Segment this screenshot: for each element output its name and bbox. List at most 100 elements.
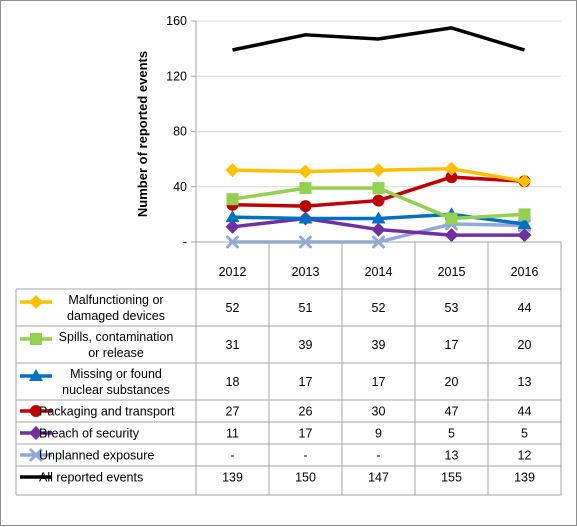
table-cell-value: 139 [514,471,535,485]
y-tick-labels: - 40 80 120 160 [166,14,187,249]
data-point [298,164,313,179]
x-category-label: 2015 [438,265,466,279]
series-breach-of-security [225,211,532,243]
table-cell-value: 5 [448,427,455,441]
y-tick-label: 80 [173,125,187,139]
data-point [445,212,458,225]
y-tick-label: 160 [166,14,187,28]
data-point [298,211,313,224]
legend-key [20,295,52,309]
legend-label: Breach of security [39,427,140,441]
table-cell-value: 18 [226,375,240,389]
data-point [372,194,385,207]
table-cell-value: 52 [372,301,386,315]
table-cell-value: - [230,449,234,463]
table-cell-value: 44 [518,405,532,419]
data-point [444,228,459,243]
table-cell-value: 27 [226,405,240,419]
table-cell-value: 20 [445,375,459,389]
table-cell-value: 53 [445,301,459,315]
table-cell-value: 139 [222,471,243,485]
table-cell-value: 44 [518,301,532,315]
x-category-label: 2012 [219,265,247,279]
table-cell-value: 12 [518,449,532,463]
table-cell-value: 150 [295,471,316,485]
table-cell-value: 5 [521,427,528,441]
legend-key [20,333,52,345]
y-tick-label: - [183,235,187,249]
series-line [232,26,526,52]
x-category-label: 2016 [511,265,539,279]
table-cell-value: 11 [226,427,239,441]
legend-key [20,369,52,381]
data-point [445,171,458,184]
x-category-label: 2014 [365,265,393,279]
data-point [372,182,385,195]
data-point [226,193,239,206]
series-spills-contamination-or-release [226,182,531,225]
legend-label: All reported events [39,471,143,485]
table-cell-value: 51 [299,301,313,315]
table-cell-value: - [303,449,307,463]
data-point [225,163,240,178]
table-cell-value: 47 [445,405,459,419]
data-point [30,405,42,417]
data-point [299,200,312,213]
table-cell-value: 9 [375,427,382,441]
data-point [518,208,531,221]
legend-label: Malfunctioning or [68,293,163,307]
series-malfunctioning-or-damaged-devices [225,161,532,189]
data-point [371,222,386,237]
data-point [517,174,532,189]
legend-label: nuclear substances [62,383,170,397]
legend-label: Packaging and transport [39,405,175,419]
legend-label: Unplanned exposure [39,449,154,463]
table-cell-value: 26 [299,405,313,419]
series-lines [225,26,532,249]
y-tick-label: 40 [173,180,187,194]
table-cell-value: 13 [518,375,532,389]
data-point [444,161,459,176]
table-cell-value: 17 [299,427,313,441]
legend-label: Missing or found [70,367,162,381]
data-point [225,210,240,223]
table-cell-value: 39 [299,338,313,352]
legend-label: or release [88,346,144,360]
legend-label: Spills, contamination [59,330,174,344]
data-point [225,219,240,234]
table-cell-value: 147 [368,471,389,485]
data-point [29,295,43,309]
x-category-label: 2013 [292,265,320,279]
legend-label: damaged devices [67,309,165,323]
table-cell-value: 20 [518,338,532,352]
data-point [517,217,532,230]
data-point [29,426,43,440]
data-point [29,369,43,381]
data-point [371,163,386,178]
table-cell-value: 17 [299,375,313,389]
legend-key [20,426,52,440]
y-axis-title: Number of reported events [135,51,150,217]
table-cell-value: 30 [372,405,386,419]
table-cell-value: 17 [445,338,459,352]
data-point [30,333,42,345]
table-cell-value: 155 [441,471,462,485]
data-point [371,211,386,224]
table-cell-value: 13 [445,449,459,463]
series-all-reported-events [232,26,526,52]
table-cell-value: 39 [372,338,386,352]
table-cell-value: - [376,449,380,463]
table-cell-value: 17 [372,375,386,389]
data-point [517,228,532,243]
data-point [299,182,312,195]
table-cell-value: 52 [226,301,240,315]
y-tick-label: 120 [166,69,187,83]
legend-key [20,448,52,462]
table-cell-value: 31 [226,338,240,352]
data-point [29,448,43,462]
axes [191,20,197,243]
legend-key [20,405,52,417]
